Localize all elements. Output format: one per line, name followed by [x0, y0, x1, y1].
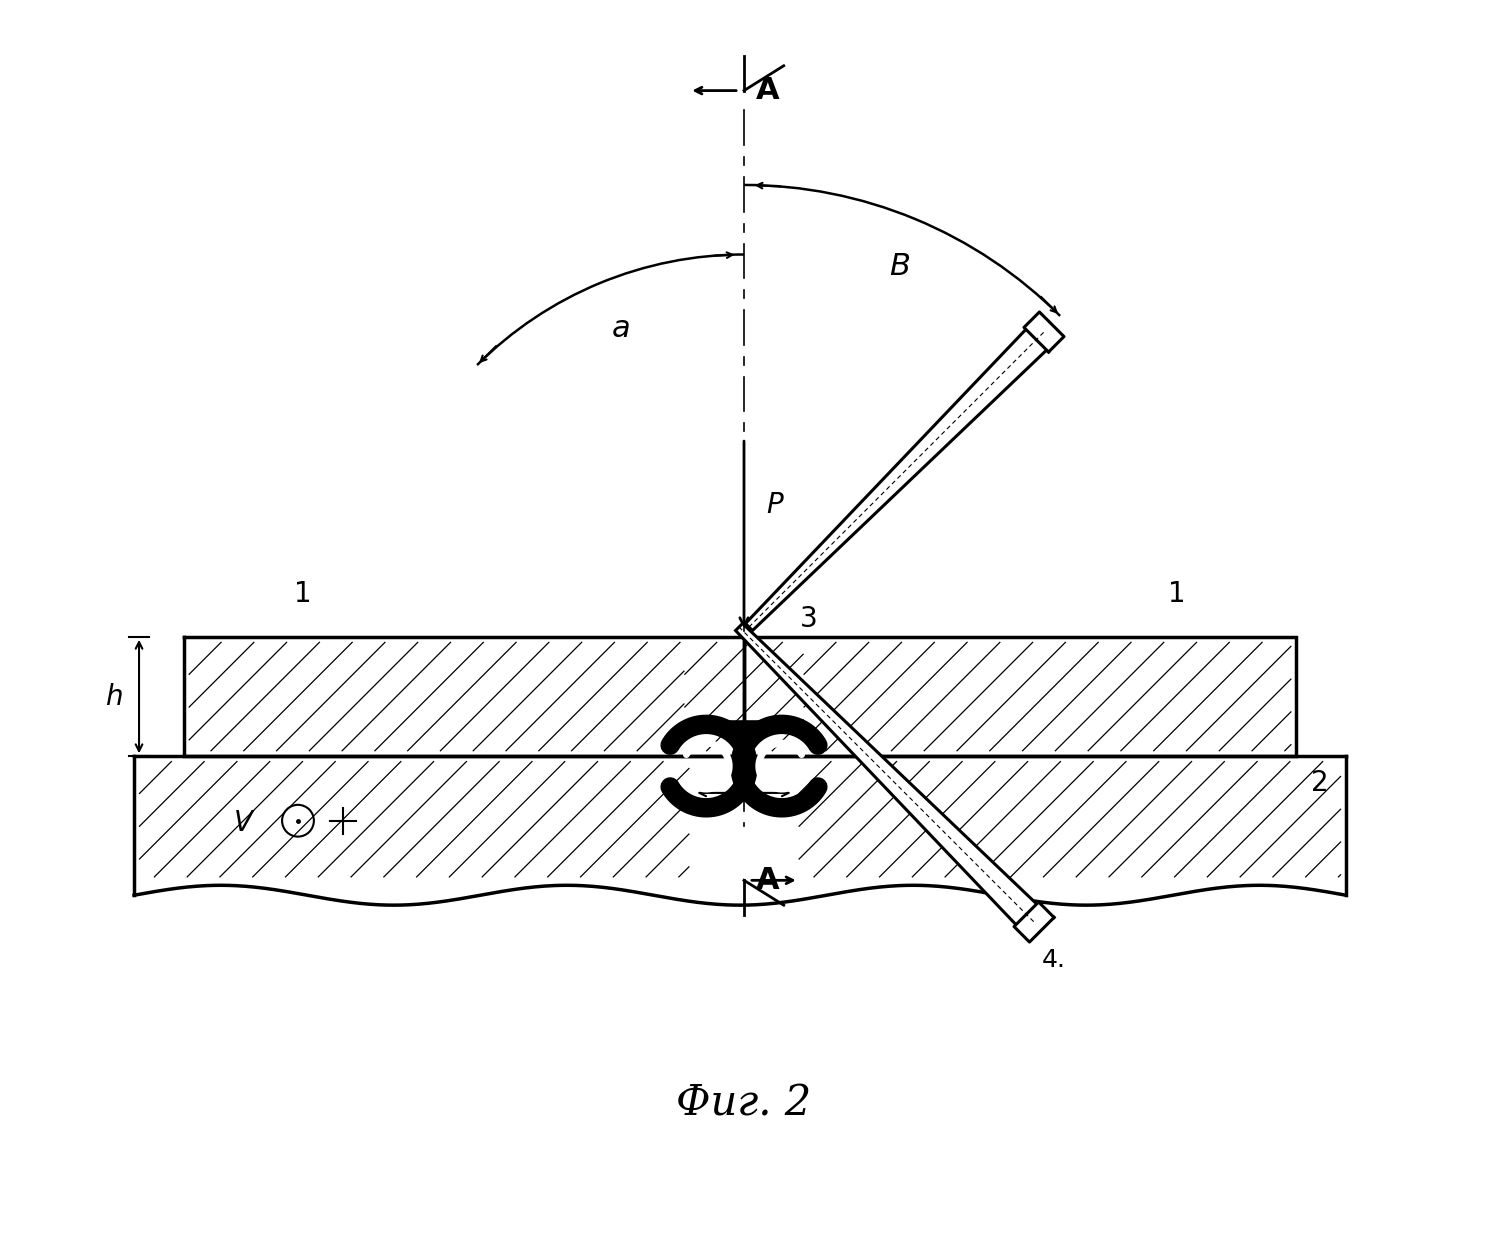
Text: 2: 2 — [1311, 769, 1329, 797]
Text: В: В — [888, 251, 909, 280]
Text: 1: 1 — [1168, 581, 1186, 608]
Polygon shape — [1013, 903, 1054, 941]
Polygon shape — [745, 322, 1055, 631]
Text: a: a — [612, 313, 631, 343]
Polygon shape — [1024, 312, 1064, 352]
Text: 4: 4 — [1016, 348, 1033, 372]
Text: 4.: 4. — [1042, 948, 1065, 972]
Text: Фиг. 2: Фиг. 2 — [677, 1082, 811, 1125]
Polygon shape — [735, 623, 1045, 933]
Text: h: h — [106, 683, 124, 710]
Text: P: P — [766, 491, 783, 519]
Text: A: A — [756, 866, 780, 895]
Text: V: V — [234, 808, 253, 837]
Text: 6: 6 — [735, 748, 753, 776]
Text: A: A — [756, 77, 780, 106]
Text: 1: 1 — [295, 581, 312, 608]
Text: 3: 3 — [799, 605, 817, 634]
